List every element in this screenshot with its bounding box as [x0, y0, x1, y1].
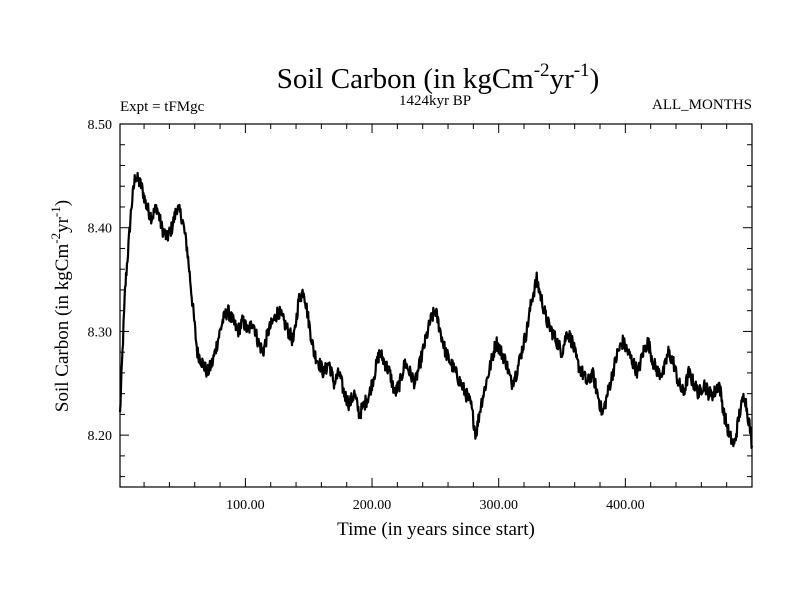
- x-tick-label: 300.00: [479, 498, 518, 513]
- chart-title: Soil Carbon (in kgCm-2yr-1): [277, 60, 599, 95]
- y-tick-label: 8.40: [88, 222, 113, 237]
- x-tick-label: 200.00: [353, 498, 392, 513]
- subtitle-experiment: Expt = tFMgc: [120, 99, 205, 115]
- x-tick-label: 400.00: [606, 498, 645, 513]
- x-axis-ticks: [143, 124, 728, 487]
- plot-frame: [119, 123, 753, 488]
- x-axis-label: Time (in years since start): [337, 519, 535, 540]
- y-axis-tick-labels: 8.20 8.30 8.40 8.50: [88, 118, 113, 444]
- y-tick-label: 8.30: [88, 325, 113, 340]
- y-tick-label: 8.20: [88, 429, 113, 444]
- y-tick-label: 8.50: [88, 118, 113, 133]
- x-axis-tick-labels: 100.00 200.00 300.00 400.00: [226, 498, 644, 513]
- subtitle-months: ALL_MONTHS: [652, 97, 752, 113]
- series-line-soil-carbon: [118, 171, 754, 450]
- y-axis-label: Soil Carbon (in kgCm-2yr-1): [48, 200, 73, 412]
- x-tick-label: 100.00: [226, 498, 265, 513]
- y-axis-ticks: [120, 123, 752, 478]
- subtitle-period: 1424kyr BP: [399, 93, 471, 109]
